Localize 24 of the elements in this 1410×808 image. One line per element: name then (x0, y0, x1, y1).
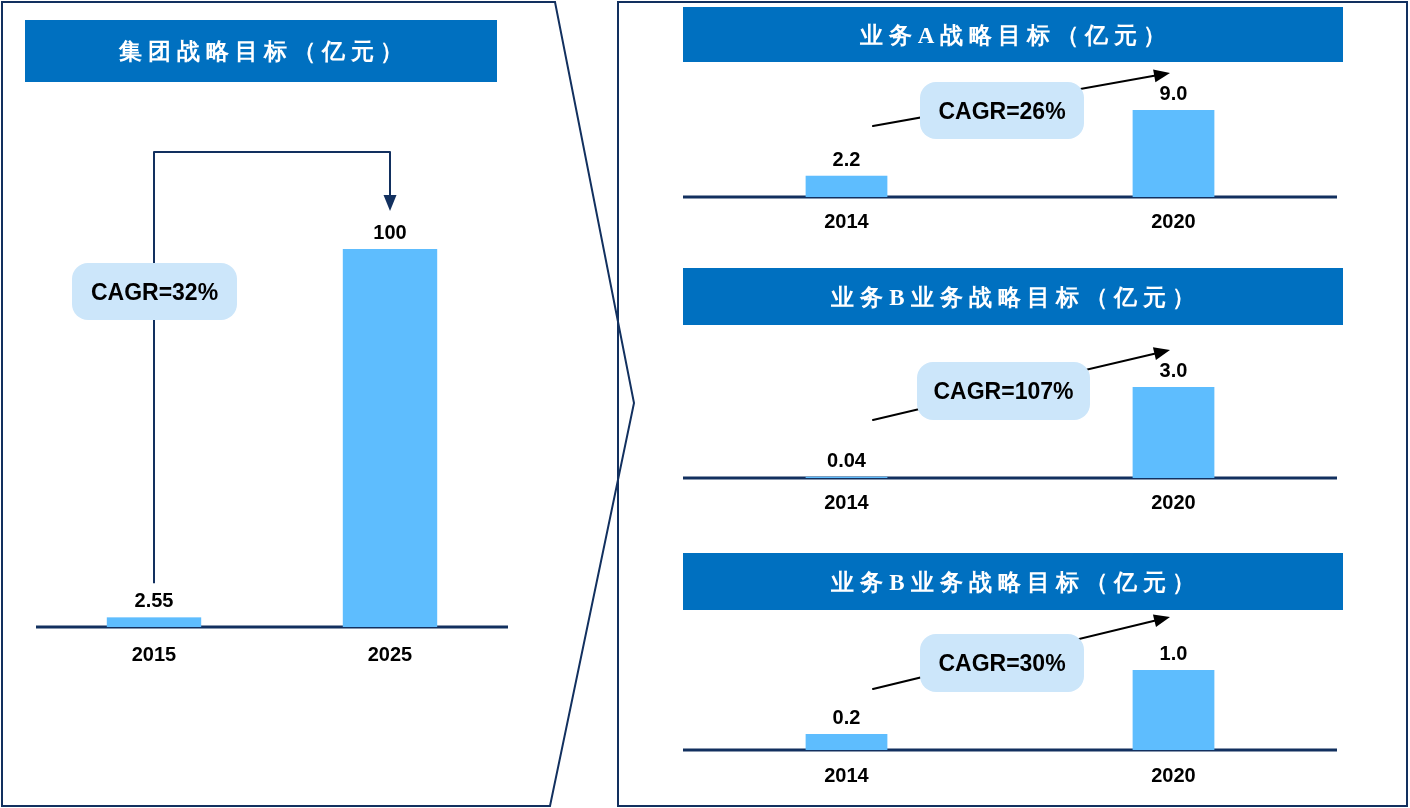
data-label: 2.2 (832, 147, 861, 170)
chart-title: 业务A战略目标（亿元） (858, 22, 1173, 48)
data-label: 1.0 (1159, 642, 1188, 664)
data-label: 2.55 (134, 589, 174, 612)
annotation: CAGR=30% (938, 650, 1066, 676)
x-tick-label: 2020 (1151, 491, 1196, 513)
x-tick-label: 2014 (824, 210, 870, 232)
data-label: 3.0 (1159, 359, 1188, 381)
x-tick-label: 2015 (131, 643, 177, 665)
data-label: 100 (373, 221, 407, 243)
chart-title: 集团战略目标（亿元） (118, 39, 409, 64)
data-label: 0.04 (827, 448, 867, 471)
chart-title: 业务B业务战略目标（亿元） (830, 284, 1201, 310)
data-label: 9.0 (1159, 82, 1188, 104)
annotation: CAGR=26% (938, 97, 1066, 124)
annotation: CAGR=32% (90, 278, 219, 305)
data-label: 0.2 (832, 706, 861, 728)
annotation: CAGR=107% (933, 378, 1074, 404)
x-tick-label: 2020 (1151, 210, 1196, 232)
x-tick-label: 2014 (824, 764, 870, 786)
x-tick-label: 2025 (367, 643, 413, 665)
x-tick-label: 2014 (824, 491, 870, 513)
chart-title: 业务B业务战略目标（亿元） (830, 569, 1201, 595)
x-tick-label: 2020 (1151, 764, 1196, 786)
